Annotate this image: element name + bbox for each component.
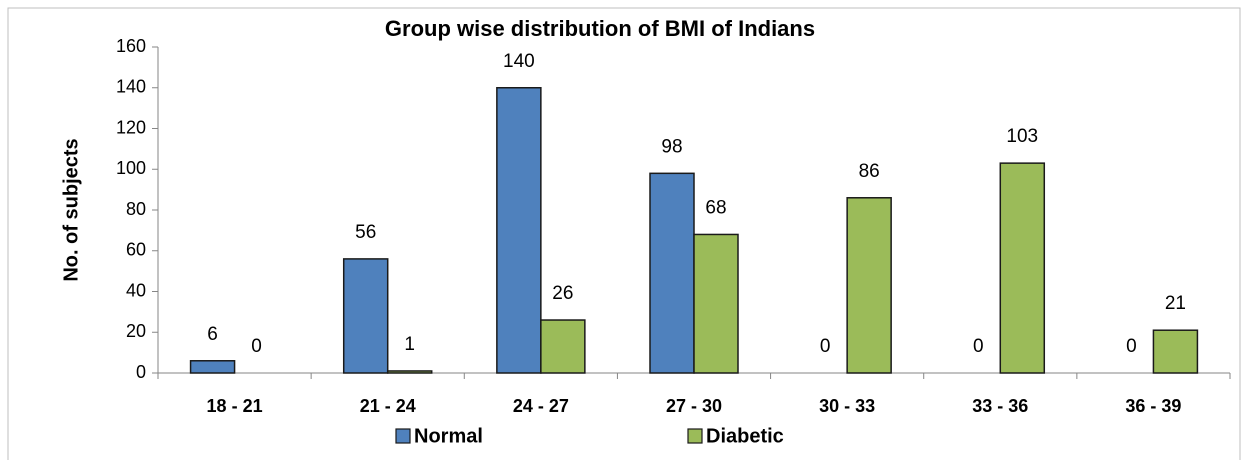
x-tick-label: 36 - 39	[1125, 396, 1181, 416]
value-label: 86	[859, 161, 880, 182]
bar	[846, 197, 892, 374]
x-tick-label: 30 - 33	[819, 396, 875, 416]
y-tick-label: 0	[136, 362, 146, 382]
bar	[342, 258, 389, 374]
value-label: 21	[1165, 293, 1186, 314]
legend-label: Diabetic	[706, 425, 784, 447]
value-label: 0	[973, 336, 984, 357]
y-tick-label: 140	[116, 77, 146, 97]
value-label: 1	[404, 334, 415, 355]
chart-border	[7, 7, 1241, 460]
y-tick-label: 20	[126, 321, 146, 341]
legend-label: Normal	[414, 425, 483, 447]
x-tick-label: 33 - 36	[972, 396, 1028, 416]
y-tick-label: 60	[126, 240, 146, 260]
bar	[999, 162, 1046, 374]
y-tick-label: 100	[116, 158, 146, 178]
bar	[693, 233, 739, 374]
chart-title: Group wise distribution of BMI of Indian…	[385, 16, 815, 41]
value-label: 98	[661, 136, 682, 157]
value-label: 26	[552, 283, 573, 304]
value-label: 140	[503, 51, 535, 72]
bar	[540, 319, 586, 374]
bar	[496, 87, 542, 374]
x-tick-label: 27 - 30	[666, 396, 722, 416]
bar	[649, 172, 695, 374]
value-label: 103	[1006, 126, 1038, 147]
y-tick-label: 40	[126, 280, 146, 300]
y-tick-label: 120	[116, 117, 146, 137]
value-label: 6	[207, 324, 218, 345]
bar	[189, 360, 236, 374]
x-tick-label: 24 - 27	[513, 396, 569, 416]
bar	[386, 370, 433, 374]
value-label: 68	[705, 197, 726, 218]
value-label: 0	[820, 336, 831, 357]
legend-swatch	[687, 428, 703, 444]
legend-swatch	[395, 428, 411, 444]
x-tick-label: 18 - 21	[207, 396, 263, 416]
value-label: 56	[355, 222, 376, 243]
bar	[1152, 329, 1199, 374]
value-label: 0	[251, 336, 262, 357]
x-tick-label: 21 - 24	[360, 396, 416, 416]
y-tick-label: 80	[126, 199, 146, 219]
value-label: 0	[1126, 336, 1137, 357]
y-axis-label: No. of subjects	[60, 138, 82, 281]
y-tick-label: 160	[116, 36, 146, 56]
